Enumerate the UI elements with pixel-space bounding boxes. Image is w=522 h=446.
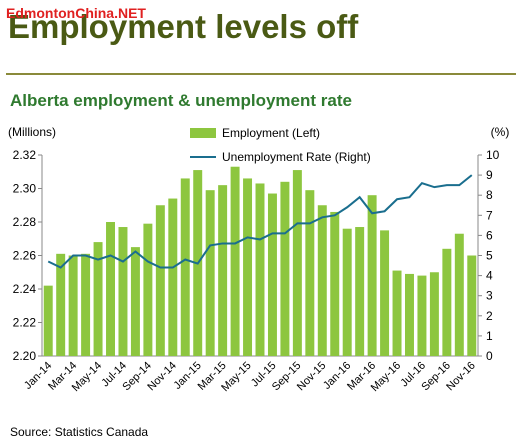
y-tick-label: 2.24	[13, 282, 37, 296]
bar	[454, 233, 464, 356]
y2-tick-label: 7	[486, 208, 493, 222]
bar	[429, 272, 439, 356]
chart-title: Employment levels off	[8, 8, 359, 45]
y2-tick-label: 1	[486, 329, 493, 343]
bar	[305, 190, 315, 356]
subtitle: Alberta employment & unemployment rate	[10, 91, 352, 110]
bar	[417, 275, 427, 356]
line	[47, 174, 473, 269]
y-tick-label: 2.28	[13, 215, 37, 229]
y-tick-label: 2.26	[13, 249, 37, 263]
bar	[280, 181, 290, 356]
y-tick-label: 2.32	[13, 148, 37, 162]
bar	[355, 227, 365, 356]
legend-label: Unemployment Rate (Right)	[222, 150, 371, 164]
bar	[292, 170, 302, 356]
bar	[255, 183, 265, 356]
bar	[330, 211, 340, 356]
y2-tick-label: 9	[486, 168, 493, 182]
bar	[367, 195, 377, 356]
y2-tick-label: 3	[486, 289, 493, 303]
bar	[106, 222, 115, 356]
bar	[43, 285, 53, 356]
y-tick-label: 2.20	[13, 349, 37, 363]
y2-axis-label: (%)	[491, 125, 510, 139]
bar	[180, 178, 190, 356]
y-tick-label: 2.30	[13, 182, 37, 196]
bar	[81, 253, 91, 356]
bar	[155, 205, 165, 356]
bar	[467, 255, 477, 356]
bar	[442, 248, 452, 356]
legend-label: Employment (Left)	[222, 126, 320, 140]
watermark: EdmontonChina.NET	[6, 5, 146, 21]
legend-swatch	[190, 128, 216, 138]
y-axis-label: (Millions)	[8, 125, 56, 139]
y2-tick-label: 0	[486, 349, 493, 363]
y2-tick-label: 10	[486, 148, 500, 162]
bar	[243, 178, 253, 356]
bar	[93, 242, 103, 356]
y2-tick-label: 5	[486, 249, 493, 263]
bar	[267, 193, 277, 356]
bar	[205, 190, 215, 356]
bar	[230, 166, 240, 356]
bar	[118, 227, 128, 356]
y2-tick-label: 2	[486, 309, 493, 323]
bar	[56, 253, 66, 356]
bar	[68, 255, 78, 356]
y2-tick-label: 8	[486, 188, 493, 202]
y-tick-label: 2.22	[13, 316, 37, 330]
source: Source: Statistics Canada	[10, 425, 148, 439]
y2-tick-label: 6	[486, 228, 493, 242]
bar	[380, 230, 390, 356]
bar	[143, 223, 153, 356]
bar	[342, 228, 352, 356]
bar	[168, 198, 178, 356]
y2-tick-label: 4	[486, 269, 493, 283]
bar	[130, 247, 140, 356]
bar	[218, 185, 228, 356]
bar	[405, 273, 414, 356]
bar	[392, 270, 402, 356]
bar	[317, 205, 327, 356]
